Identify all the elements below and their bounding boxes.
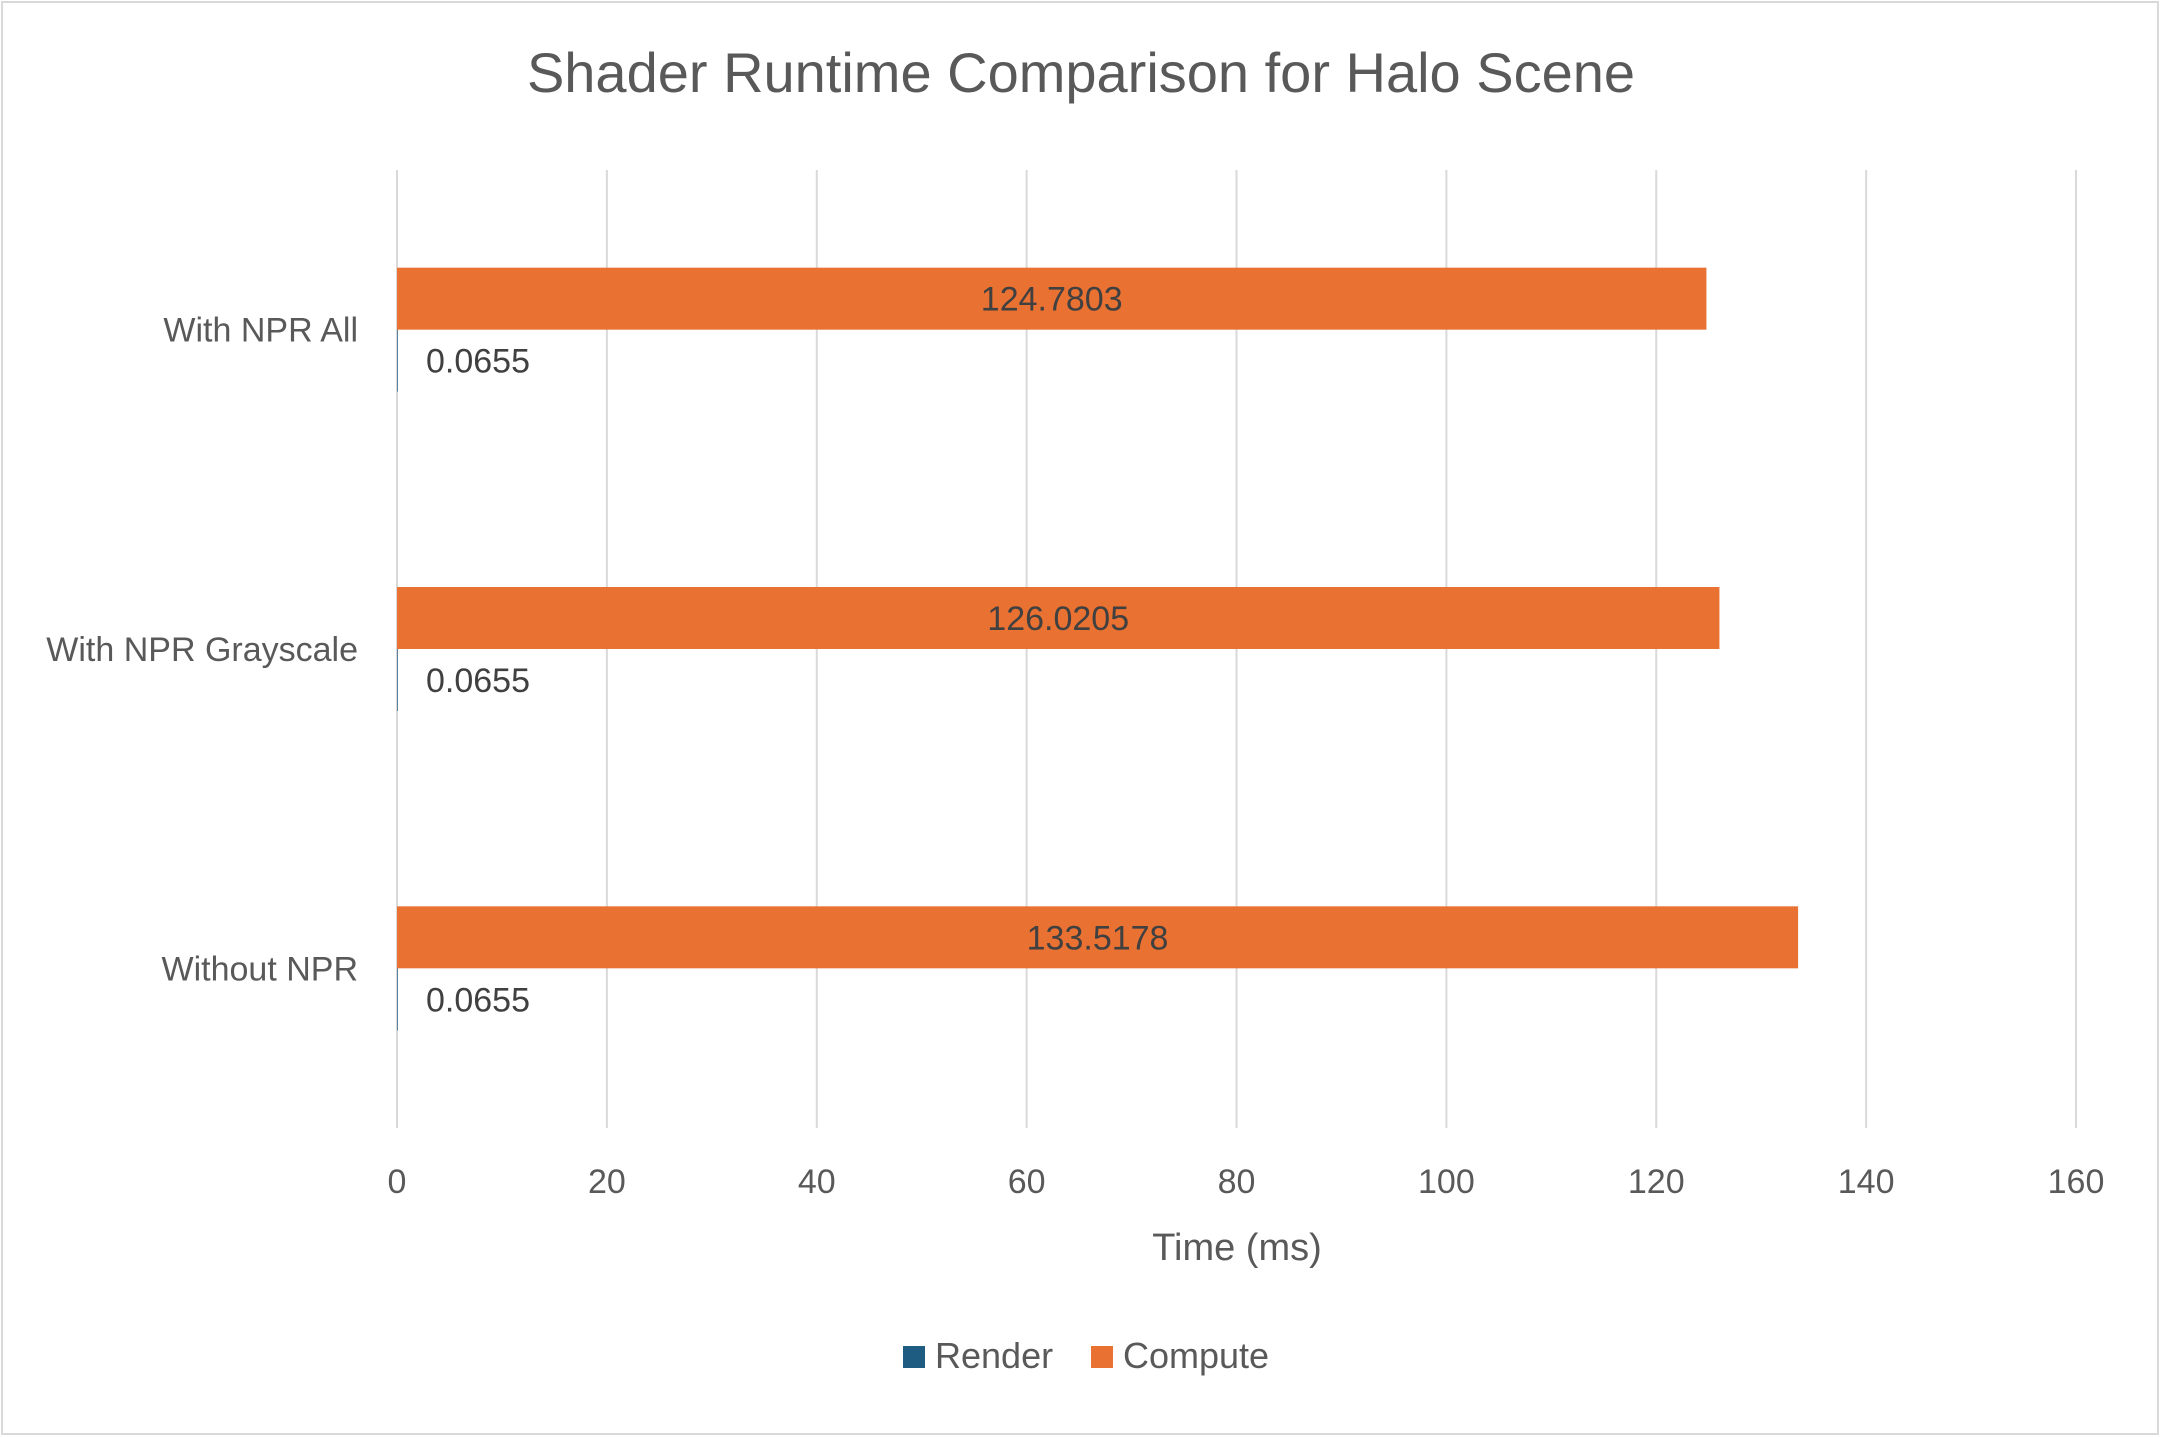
x-tick-label: 140 xyxy=(1838,1163,1895,1201)
bar-render xyxy=(397,329,398,392)
data-label-compute: 133.5178 xyxy=(1027,919,1169,957)
legend-label-compute: Compute xyxy=(1123,1335,1269,1376)
legend-label-render: Render xyxy=(935,1335,1053,1376)
x-tick-label: 160 xyxy=(2048,1163,2105,1201)
legend: Render Compute xyxy=(903,1335,1269,1376)
x-tick-label: 100 xyxy=(1418,1163,1475,1201)
legend-swatch-compute xyxy=(1091,1346,1113,1368)
bar-compute xyxy=(397,906,1799,969)
x-tick-label: 20 xyxy=(588,1163,626,1201)
data-label-render: 0.0655 xyxy=(426,662,530,700)
x-tick-label: 80 xyxy=(1218,1163,1256,1201)
x-tick-label: 40 xyxy=(798,1163,836,1201)
bar-render xyxy=(397,968,398,1031)
x-axis-title: Time (ms) xyxy=(1152,1227,1322,1269)
data-label-compute: 126.0205 xyxy=(987,600,1129,638)
chart-title: Shader Runtime Comparison for Halo Scene xyxy=(527,41,1635,104)
legend-swatch-render xyxy=(903,1346,925,1368)
y-category-label: Without NPR xyxy=(162,950,359,988)
bars xyxy=(397,267,1799,1031)
bar-compute xyxy=(397,267,1707,330)
y-category-label: With NPR Grayscale xyxy=(46,631,358,669)
x-tick-label: 60 xyxy=(1008,1163,1046,1201)
bar-compute xyxy=(397,587,1720,649)
x-axis-ticks: 0 20 40 60 80 100 120 140 160 xyxy=(388,1163,2105,1201)
x-tick-label: 120 xyxy=(1628,1163,1685,1201)
data-label-render: 0.0655 xyxy=(426,981,530,1019)
x-tick-label: 0 xyxy=(388,1163,407,1201)
data-label-compute: 124.7803 xyxy=(981,281,1123,319)
y-category-label: With NPR All xyxy=(163,312,358,350)
data-labels: 124.7803 0.0655 126.0205 0.0655 133.5178 0.06… xyxy=(426,281,1168,1020)
y-axis-categories: With NPR All With NPR Grayscale Without NP… xyxy=(46,312,358,989)
bar-render xyxy=(397,649,398,711)
data-label-render: 0.0655 xyxy=(426,343,530,381)
